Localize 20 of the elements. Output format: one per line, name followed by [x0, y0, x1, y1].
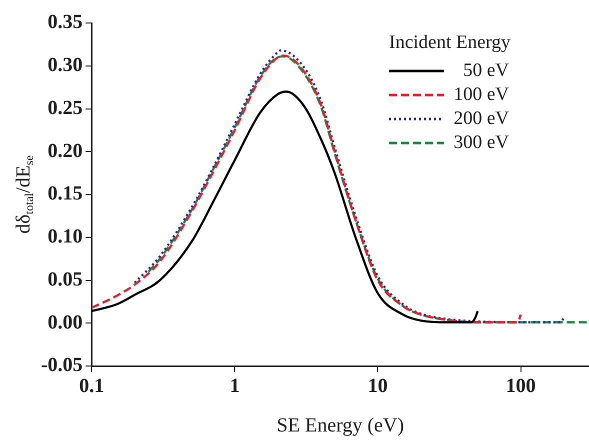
legend-label: 300 eV — [454, 132, 510, 153]
y-tick-label: 0.10 — [48, 226, 83, 248]
y-axis-title: dδtotal/dEse — [12, 155, 36, 234]
y-tick-label: 0.20 — [48, 140, 83, 162]
y-tick-label: 0.15 — [48, 182, 83, 205]
x-tick-label: 1 — [230, 375, 240, 398]
legend-label: 100 eV — [454, 84, 510, 105]
x-tick-label: 10 — [368, 375, 388, 398]
x-tick-label: 100 — [506, 375, 536, 398]
y-tick-label: 0.35 — [48, 11, 83, 34]
y-tick-label: 0.05 — [48, 268, 83, 290]
y-tick-label: 0.25 — [48, 96, 83, 119]
x-axis-title: SE Energy (eV) — [276, 414, 404, 436]
y-tick-label: 0.00 — [48, 311, 83, 334]
legend-label: 200 eV — [454, 108, 510, 129]
y-tick-label: -0.05 — [40, 354, 83, 376]
legend-label: 50 eV — [463, 60, 510, 81]
y-tick-label: 0.30 — [48, 54, 83, 76]
x-tick-label: 0.1 — [79, 375, 104, 398]
legend-title: Incident Energy — [389, 32, 512, 53]
